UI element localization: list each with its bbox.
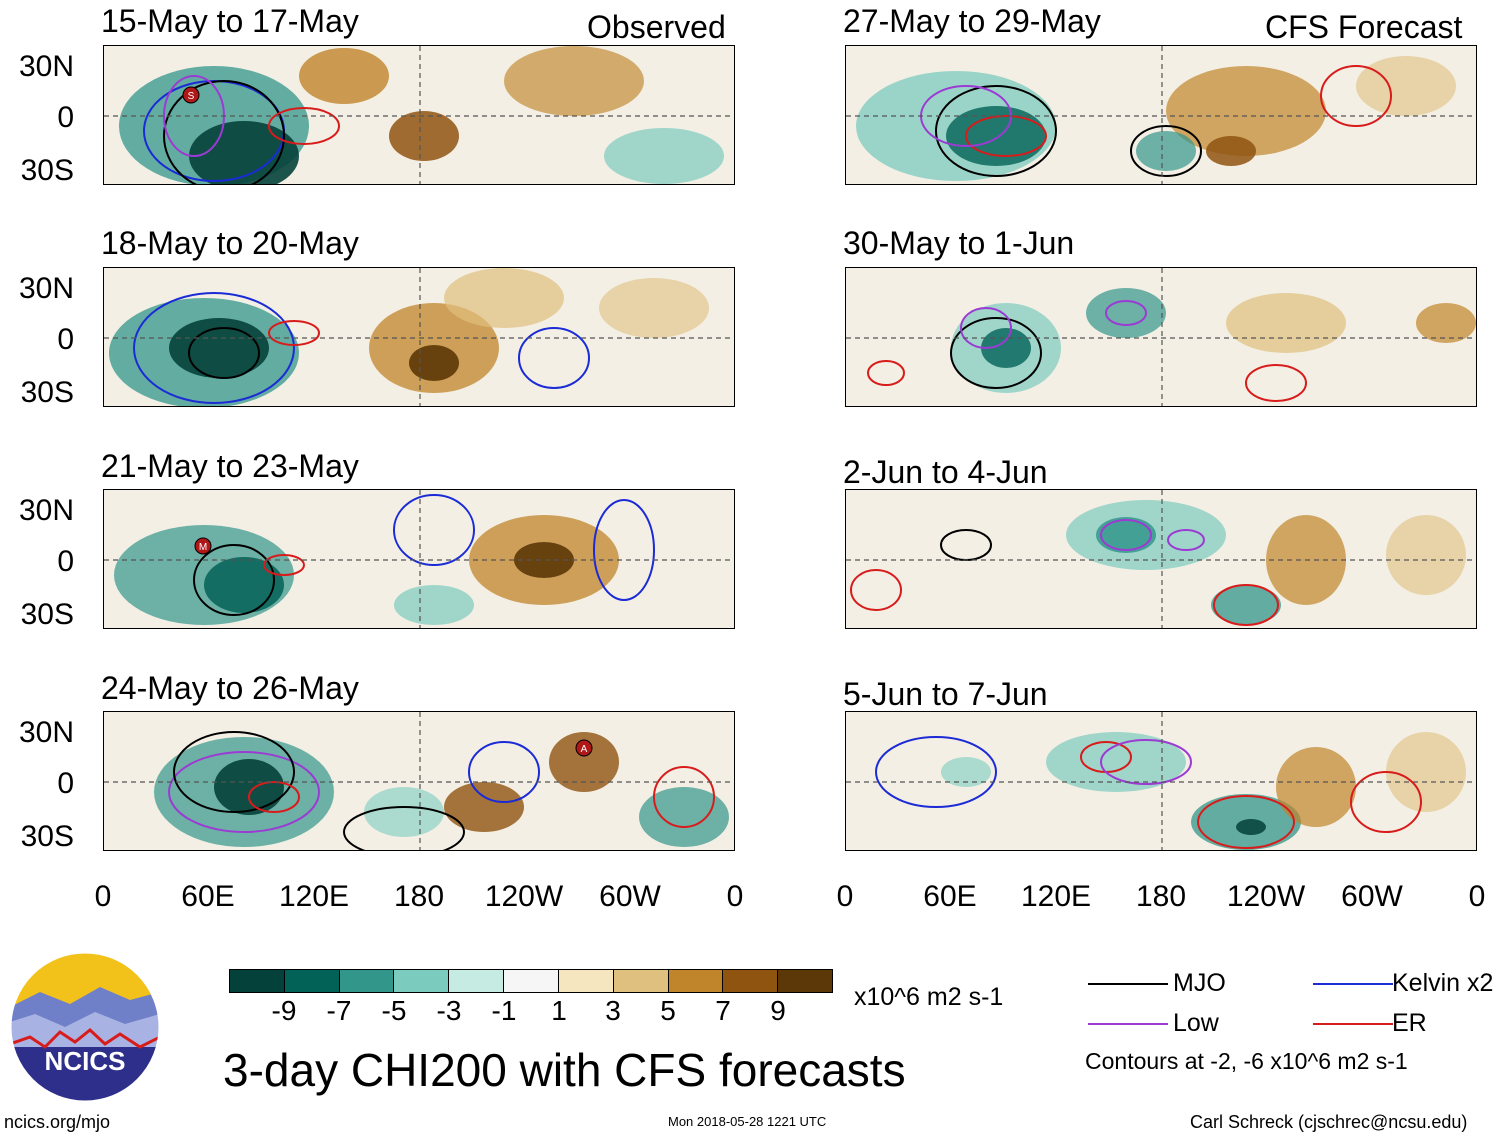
lon-label-obs-120w: 120W bbox=[484, 880, 564, 913]
lat-label-30n-2: 30N bbox=[18, 272, 74, 305]
lon-label-fc-60e: 60E bbox=[923, 880, 977, 913]
legend-line-kelvin bbox=[1313, 983, 1393, 985]
lon-label-fc-0: 0 bbox=[836, 880, 854, 913]
lon-label-fc-180: 180 bbox=[1135, 880, 1187, 913]
map-panel-fc-3 bbox=[845, 489, 1477, 629]
lon-label-obs-60w: 60W bbox=[599, 880, 661, 913]
panel-title-obs-4: 24-May to 26-May bbox=[101, 670, 359, 706]
lon-label-obs-120e: 120E bbox=[278, 880, 350, 913]
lat-label-30s-2: 30S bbox=[20, 376, 74, 409]
colorbar-swatch bbox=[558, 970, 614, 992]
colorbar-swatch bbox=[339, 970, 395, 992]
colorbar-tick: 1 bbox=[551, 995, 567, 1026]
legend-label-low: Low bbox=[1173, 1009, 1219, 1037]
lat-label-30n-3: 30N bbox=[18, 494, 74, 527]
colorbar-tick: 7 bbox=[715, 995, 731, 1026]
logo-text: NCICS bbox=[45, 1046, 126, 1076]
legend-line-mjo bbox=[1088, 983, 1168, 985]
panel-title-fc-2: 30-May to 1-Jun bbox=[843, 225, 1075, 261]
map-panel-fc-1 bbox=[845, 45, 1477, 185]
colorbar-swatch bbox=[449, 970, 505, 992]
lat-label-30n-4: 30N bbox=[18, 716, 74, 749]
observed-label: Observed bbox=[587, 9, 726, 45]
colorbar-swatch bbox=[394, 970, 450, 992]
ncics-logo[interactable]: NCICS bbox=[10, 952, 160, 1102]
colorbar-swatch bbox=[723, 970, 779, 992]
colorbar-tick: 9 bbox=[770, 995, 786, 1026]
legend-label-mjo: MJO bbox=[1173, 969, 1226, 997]
colorbar-tick: -5 bbox=[381, 995, 407, 1026]
legend-label-kelvin: Kelvin x2 bbox=[1392, 969, 1494, 997]
colorbar-swatch bbox=[778, 970, 832, 992]
lon-label-fc-120e: 120E bbox=[1020, 880, 1092, 913]
footer-url[interactable]: ncics.org/mjo bbox=[4, 1112, 111, 1132]
lon-label-fc-60w: 60W bbox=[1341, 880, 1403, 913]
lat-label-30s-4: 30S bbox=[20, 820, 74, 853]
lon-label-obs-0: 0 bbox=[94, 880, 112, 913]
lon-label-obs-180: 180 bbox=[393, 880, 445, 913]
map-panel-fc-2 bbox=[845, 267, 1477, 407]
lat-label-30s-3: 30S bbox=[20, 598, 74, 631]
map-panel-obs-2 bbox=[103, 267, 735, 407]
figure-title: 3-day CHI200 with CFS forecasts bbox=[223, 1044, 906, 1096]
lat-label-30n-1: 30N bbox=[18, 50, 74, 83]
footer-timestamp: Mon 2018-05-28 1221 UTC bbox=[668, 1114, 827, 1129]
colorbar-tick: -7 bbox=[326, 995, 352, 1026]
colorbar-swatch bbox=[230, 970, 285, 992]
storm-marker-a: A bbox=[581, 744, 588, 755]
panel-title-fc-4: 5-Jun to 7-Jun bbox=[843, 676, 1048, 712]
lon-label-fc-0-end: 0 bbox=[1468, 880, 1486, 913]
lat-label-0-2: 0 bbox=[57, 323, 74, 356]
panel-title-obs-2: 18-May to 20-May bbox=[101, 225, 359, 261]
map-panel-obs-3: M bbox=[103, 489, 735, 629]
colorbar-tick: 3 bbox=[605, 995, 621, 1026]
colorbar-swatch bbox=[613, 970, 669, 992]
map-panel-fc-4 bbox=[845, 711, 1477, 851]
lat-label-0-3: 0 bbox=[57, 545, 74, 578]
map-panel-obs-4: A bbox=[103, 711, 735, 851]
panel-title-obs-3: 21-May to 23-May bbox=[101, 448, 359, 484]
panel-title-fc-3: 2-Jun to 4-Jun bbox=[843, 454, 1048, 490]
colorbar-tick: -9 bbox=[271, 995, 297, 1026]
colorbar-units: x10^6 m2 s-1 bbox=[854, 983, 1004, 1011]
legend-label-er: ER bbox=[1392, 1009, 1427, 1037]
lon-label-obs-0-end: 0 bbox=[726, 880, 744, 913]
lon-label-fc-120w: 120W bbox=[1226, 880, 1306, 913]
storm-marker-s: S bbox=[188, 91, 195, 102]
lat-label-0-1: 0 bbox=[57, 101, 74, 134]
panel-title-obs-1: 15-May to 17-May bbox=[101, 3, 359, 39]
lat-label-30s-1: 30S bbox=[20, 154, 74, 187]
colorbar bbox=[229, 969, 833, 993]
map-panel-obs-1: S bbox=[103, 45, 735, 185]
colorbar-tick: 5 bbox=[660, 995, 676, 1026]
lat-label-0-4: 0 bbox=[57, 767, 74, 800]
colorbar-tick: -1 bbox=[491, 995, 517, 1026]
colorbar-swatch bbox=[284, 970, 340, 992]
colorbar-tick: -3 bbox=[436, 995, 462, 1026]
panel-title-fc-1: 27-May to 29-May bbox=[843, 3, 1101, 39]
legend-note: Contours at -2, -6 x10^6 m2 s-1 bbox=[1085, 1048, 1408, 1074]
legend-line-er bbox=[1313, 1023, 1393, 1025]
forecast-label: CFS Forecast bbox=[1265, 9, 1463, 45]
storm-marker-m: M bbox=[199, 542, 207, 553]
lon-label-obs-60e: 60E bbox=[181, 880, 235, 913]
footer-credit: Carl Schreck (cjschrec@ncsu.edu) bbox=[1190, 1112, 1468, 1132]
colorbar-swatch bbox=[504, 970, 559, 992]
legend-line-low bbox=[1088, 1023, 1168, 1025]
colorbar-swatch bbox=[668, 970, 724, 992]
